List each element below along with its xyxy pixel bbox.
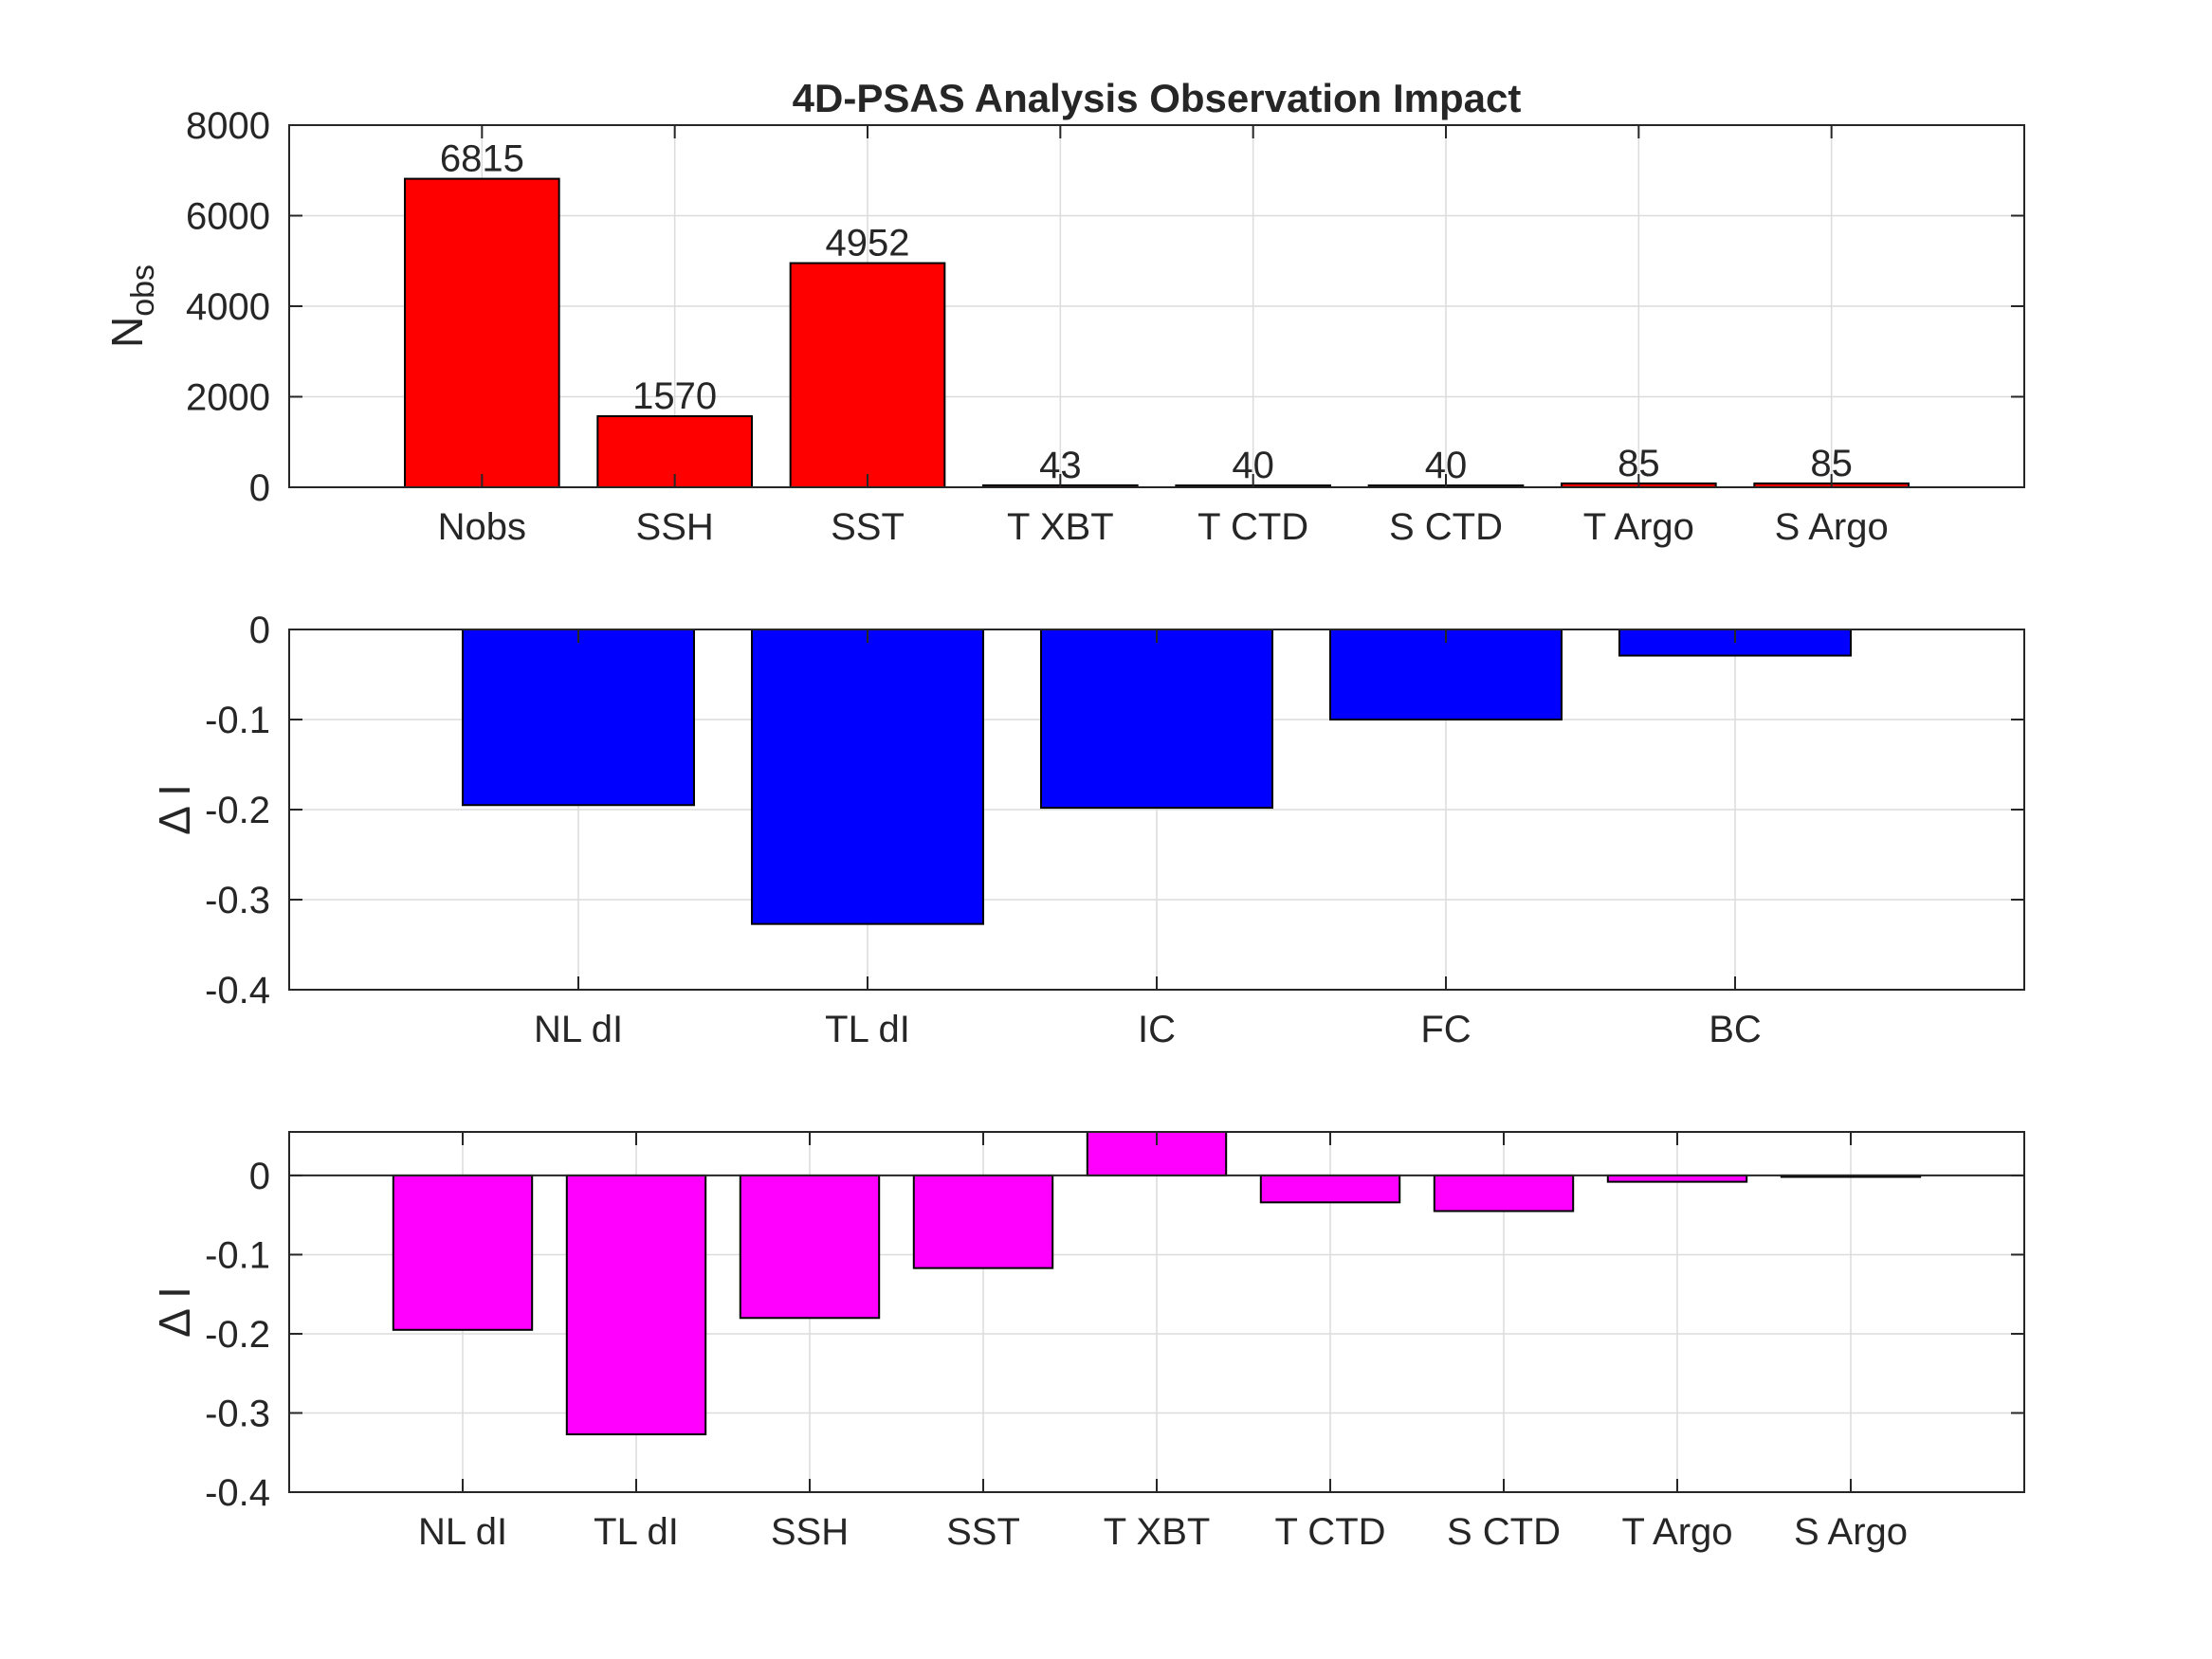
chart-panel-3: NL dI TL dI SSH SST T XBT T CTD S CTD T Argo S A… bbox=[150, 1131, 2025, 1553]
data-label: 1570 bbox=[632, 375, 717, 417]
x-tick-label: T Argo bbox=[1583, 506, 1694, 548]
bar-nl-di bbox=[392, 1174, 534, 1331]
bar-tl-di bbox=[751, 629, 984, 925]
data-label: 40 bbox=[1232, 445, 1274, 486]
bar-sst bbox=[789, 262, 946, 487]
bar-t-ctd bbox=[1259, 1174, 1401, 1204]
x-tick-label: FC bbox=[1420, 1009, 1471, 1050]
x-tick-label: T XBT bbox=[1007, 506, 1114, 548]
bar-t-argo bbox=[1606, 1174, 1748, 1183]
y-tick-label: -0.4 bbox=[205, 1472, 270, 1514]
x-tick-label: T CTD bbox=[1197, 506, 1308, 548]
x-tick-label: NL dI bbox=[418, 1511, 507, 1553]
x-tick-label: BC bbox=[1709, 1009, 1762, 1050]
bar-tl-di bbox=[565, 1174, 707, 1436]
y-tick-label: 0 bbox=[249, 1156, 270, 1197]
x-tick-label: S Argo bbox=[1794, 1511, 1908, 1553]
y-axis-label: Nobs bbox=[102, 264, 161, 348]
bar-ssh bbox=[739, 1174, 881, 1320]
y-axis-label: Δ I bbox=[150, 784, 199, 835]
chart-panel-2: NL dI TL dI IC FC BC -0.4 -0.3 -0.2 -0.1 0 Δ I bbox=[150, 610, 2025, 1050]
bar-s-ctd bbox=[1433, 1174, 1575, 1212]
data-label: 43 bbox=[1039, 445, 1082, 486]
x-tick-label: S CTD bbox=[1447, 1511, 1561, 1553]
data-label: 40 bbox=[1425, 445, 1468, 486]
x-tick-label: S Argo bbox=[1775, 506, 1889, 548]
y-axis-label: Δ I bbox=[150, 1286, 199, 1338]
y-tick-label: 2000 bbox=[186, 377, 270, 419]
y-tick-label: -0.4 bbox=[205, 970, 270, 1012]
y-tick-label: -0.1 bbox=[205, 1234, 270, 1276]
bar-sst bbox=[912, 1174, 1054, 1269]
bar-ic bbox=[1040, 629, 1273, 810]
data-label: 6815 bbox=[440, 138, 524, 180]
x-tick-label: SST bbox=[946, 1511, 1020, 1553]
x-tick-label: SSH bbox=[771, 1511, 849, 1553]
y-tick-label: -0.2 bbox=[205, 1314, 270, 1356]
data-label: 85 bbox=[1618, 443, 1660, 484]
bar-fc bbox=[1329, 629, 1563, 720]
bar-nobs bbox=[404, 177, 560, 487]
y-tick-label: 8000 bbox=[186, 105, 270, 147]
x-tick-label: TL dI bbox=[825, 1009, 910, 1050]
x-tick-label: SSH bbox=[636, 506, 714, 548]
bars bbox=[462, 629, 1852, 925]
x-tick-label: IC bbox=[1138, 1009, 1176, 1050]
data-label: 85 bbox=[1810, 443, 1853, 484]
x-tick-label: T XBT bbox=[1104, 1511, 1211, 1553]
x-tick-label: S CTD bbox=[1389, 506, 1503, 548]
y-tick-label: 0 bbox=[249, 467, 270, 509]
y-tick-label: 4000 bbox=[186, 286, 270, 328]
data-label: 4952 bbox=[826, 223, 910, 264]
x-tick-label: TL dI bbox=[594, 1511, 679, 1553]
x-tick-label: T CTD bbox=[1274, 1511, 1385, 1553]
bar-nl-di bbox=[462, 629, 695, 807]
y-tick-label: 6000 bbox=[186, 196, 270, 238]
chart-panel-1: Nobs SSH SST T XBT T CTD S CTD T Argo S Argo 0 20… bbox=[102, 76, 2025, 548]
x-tick-label: T Argo bbox=[1621, 1511, 1732, 1553]
x-tick-label: SST bbox=[831, 506, 905, 548]
y-tick-label: -0.3 bbox=[205, 1393, 270, 1434]
y-tick-label: -0.3 bbox=[205, 880, 270, 921]
y-tick-label: -0.1 bbox=[205, 700, 270, 741]
chart-title: 4D-PSAS Analysis Observation Impact bbox=[793, 76, 1522, 120]
x-tick-label: NL dI bbox=[534, 1009, 623, 1050]
y-tick-label: 0 bbox=[249, 610, 270, 651]
x-tick-label: Nobs bbox=[438, 506, 526, 548]
y-tick-label: -0.2 bbox=[205, 790, 270, 831]
